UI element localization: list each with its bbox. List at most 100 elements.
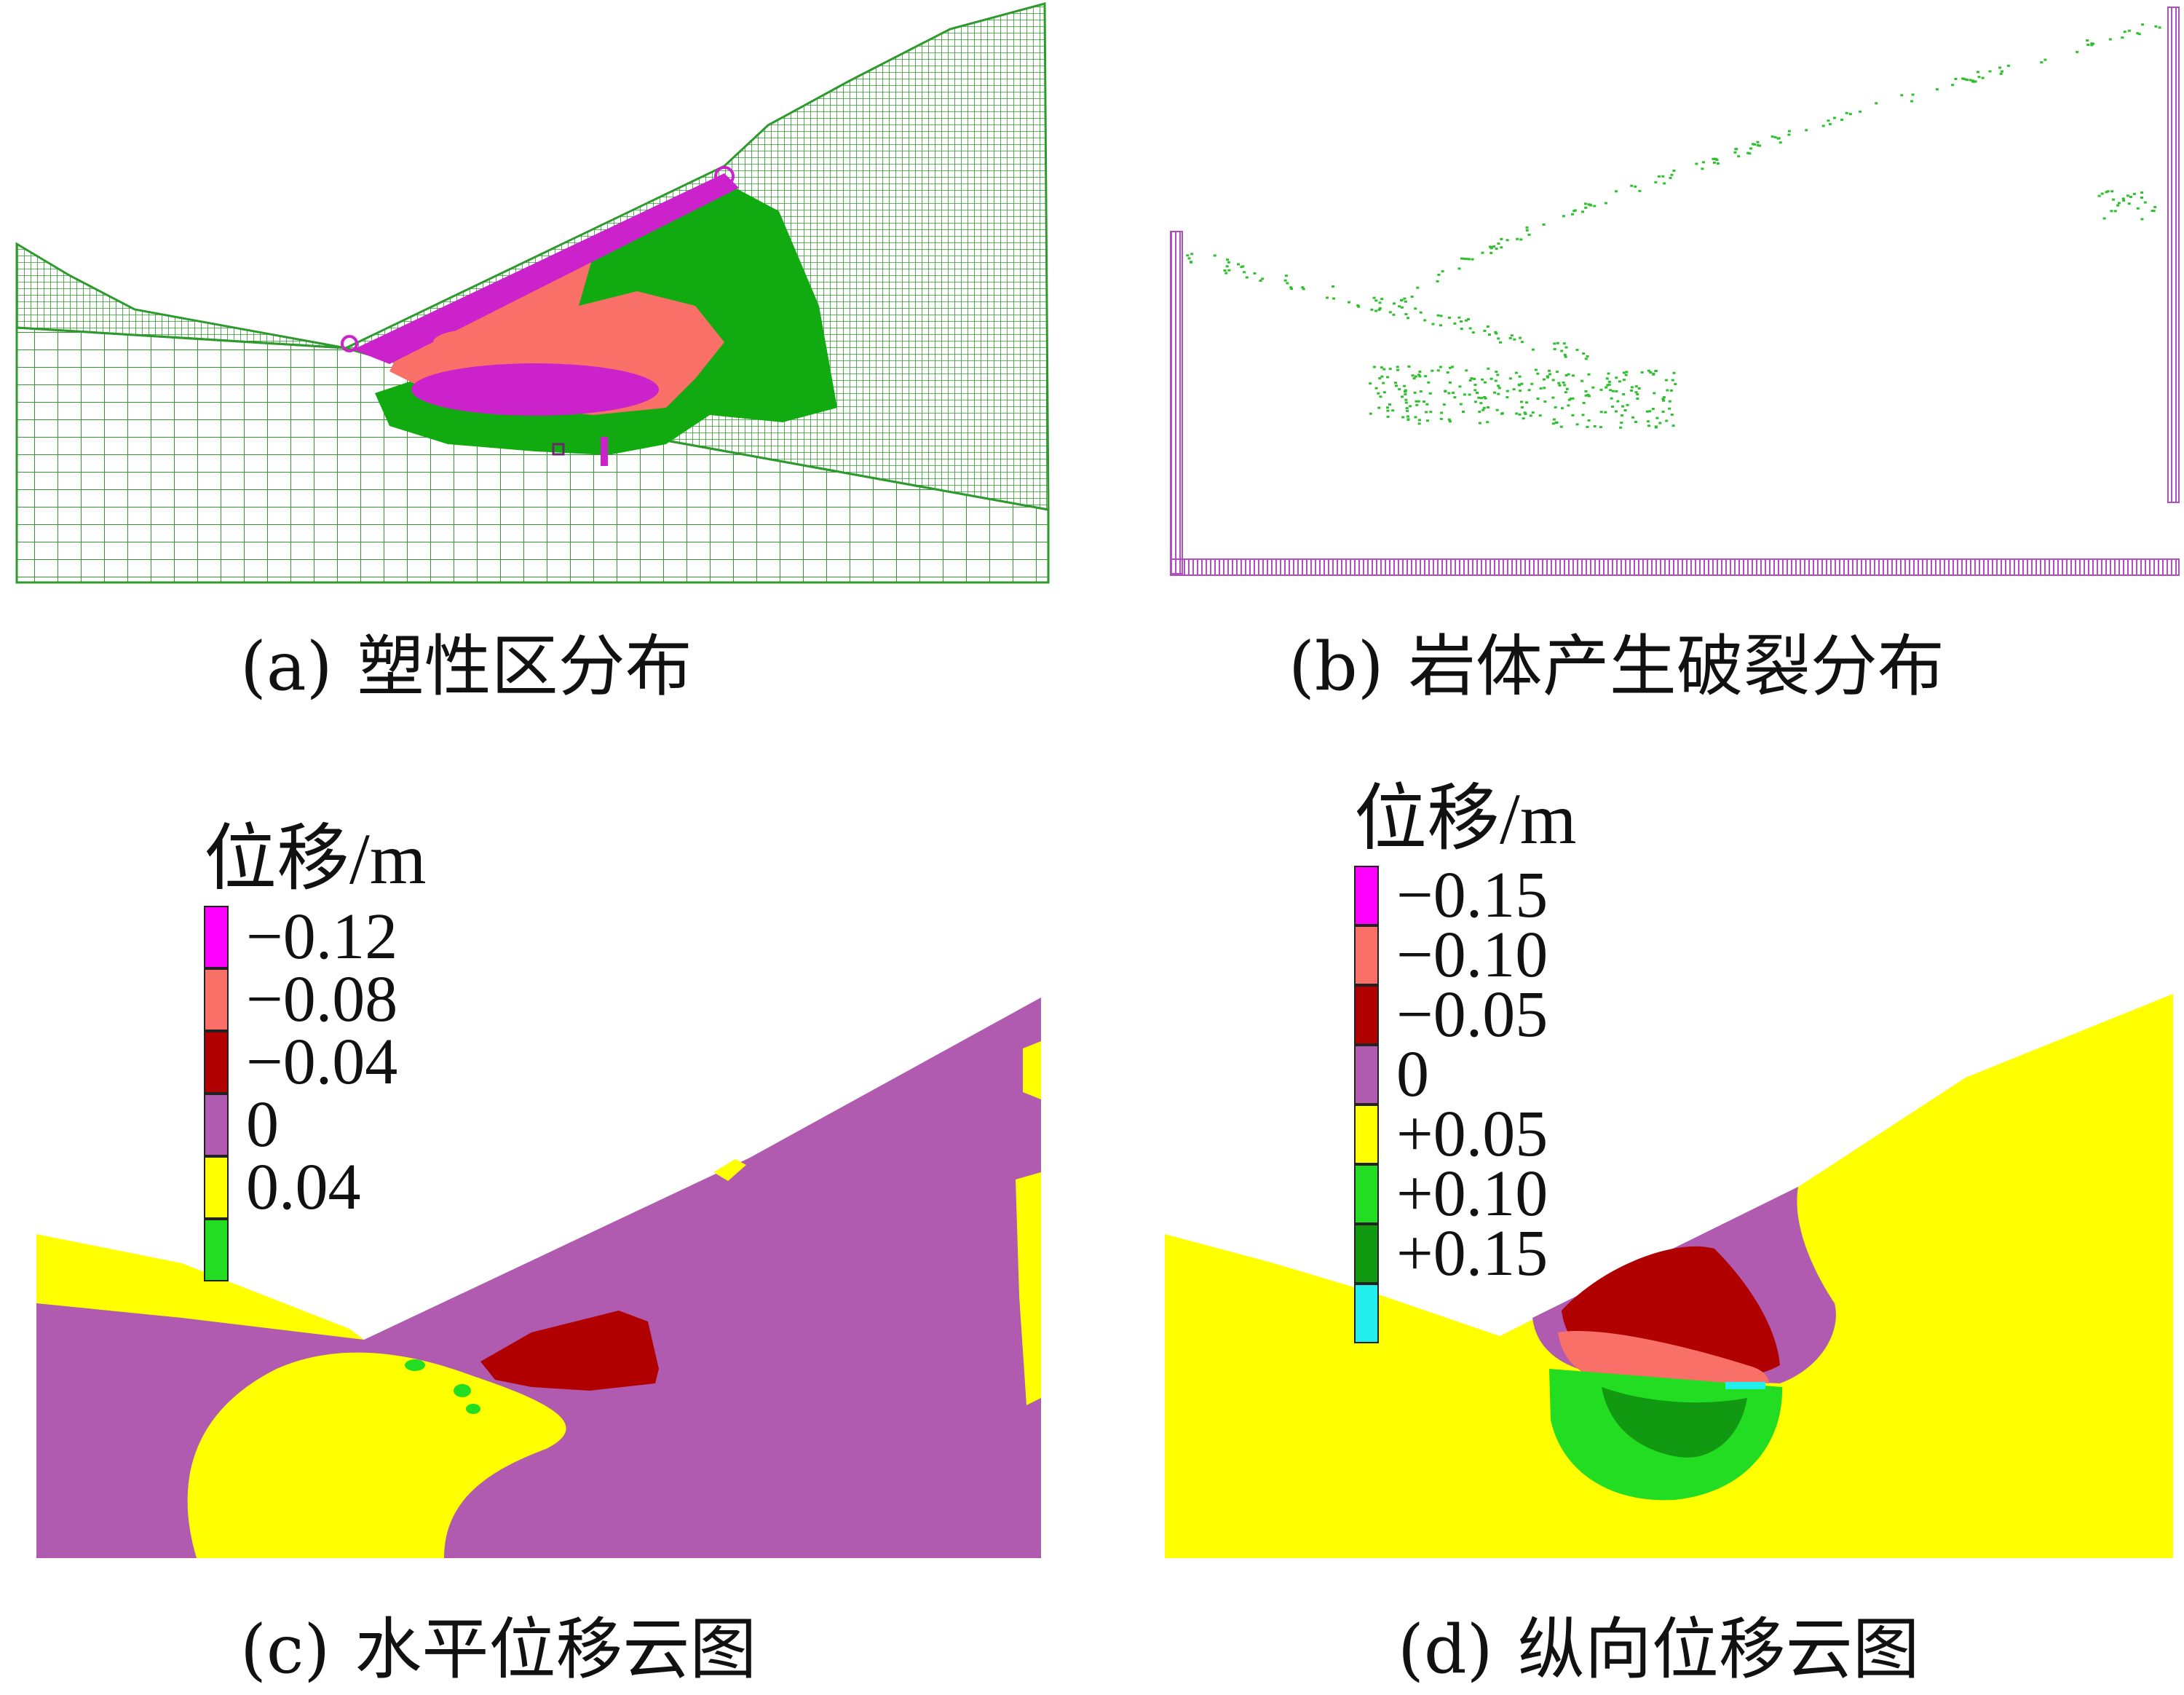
fracture-point bbox=[1448, 381, 1452, 384]
fracture-point bbox=[1488, 333, 1491, 336]
fracture-point bbox=[1516, 237, 1519, 240]
fracture-point bbox=[1500, 412, 1504, 415]
fracture-point bbox=[1470, 377, 1473, 380]
fracture-point bbox=[1599, 388, 1603, 391]
fracture-point bbox=[1634, 421, 1637, 423]
fracture-point bbox=[1563, 384, 1567, 387]
fracture-point bbox=[1615, 376, 1618, 379]
panel-a-plastic-zone bbox=[11, 0, 1059, 597]
fracture-point bbox=[1426, 419, 1429, 422]
fracture-point bbox=[1518, 413, 1522, 416]
fracture-point bbox=[2108, 38, 2112, 41]
fracture-point bbox=[1606, 384, 1610, 387]
fracture-point bbox=[1518, 375, 1522, 378]
fracture-point bbox=[1404, 300, 1407, 303]
fracture-point bbox=[1423, 400, 1425, 403]
fracture-point bbox=[1449, 366, 1452, 369]
fracture-point bbox=[1610, 397, 1613, 400]
fracture-point bbox=[1414, 307, 1417, 310]
fracture-point bbox=[1290, 288, 1294, 291]
fracture-point bbox=[1419, 390, 1423, 393]
fracture-point bbox=[1332, 285, 1335, 288]
panel-c-horizontal-displacement bbox=[36, 990, 1056, 1573]
fracture-point bbox=[2106, 190, 2110, 193]
fracture-point bbox=[2127, 29, 2131, 32]
fracture-point bbox=[1388, 403, 1391, 406]
fracture-point bbox=[1712, 161, 1716, 164]
fracture-point bbox=[1519, 238, 1523, 241]
fracture-point bbox=[1497, 337, 1500, 340]
fracture-point bbox=[1910, 100, 1914, 103]
legend-item: 0 bbox=[1354, 1042, 1577, 1107]
fracture-point bbox=[1670, 414, 1674, 416]
fracture-point bbox=[2090, 44, 2094, 47]
fracture-point bbox=[2121, 36, 2124, 39]
fracture-point bbox=[1787, 133, 1791, 136]
fracture-point bbox=[1551, 379, 1555, 382]
fracture-point bbox=[1630, 390, 1634, 392]
fracture-point bbox=[2137, 33, 2141, 36]
legend-d: 位移/m −0.15 −0.10 −0.05 0 +0.05 +0.10 +0.15 bbox=[1354, 783, 1577, 1343]
fracture-point bbox=[1427, 381, 1431, 384]
fracture-point bbox=[1586, 393, 1590, 396]
fracture-point bbox=[1401, 416, 1405, 419]
fracture-point bbox=[2141, 23, 2145, 26]
fracture-point bbox=[1911, 93, 1915, 96]
fracture-point bbox=[1951, 84, 1955, 87]
fracture-point bbox=[2112, 198, 2115, 201]
fracture-point bbox=[1398, 305, 1401, 308]
plastic-point-marker bbox=[552, 443, 565, 456]
fracture-point bbox=[1587, 373, 1591, 376]
fracture-point bbox=[1584, 394, 1588, 397]
fracture-point bbox=[1487, 367, 1490, 370]
fracture-point bbox=[1382, 368, 1386, 371]
fracture-point bbox=[1388, 368, 1392, 371]
fracture-point bbox=[1634, 185, 1637, 188]
fracture-point bbox=[1584, 390, 1588, 392]
fracture-point bbox=[1460, 320, 1463, 323]
fracture-point bbox=[1477, 396, 1481, 399]
fracture-point bbox=[1665, 419, 1669, 422]
fracture-point bbox=[1558, 384, 1562, 387]
fracture-point bbox=[1935, 88, 1939, 91]
fracture-point bbox=[1476, 392, 1479, 394]
fracture-point bbox=[2097, 194, 2101, 197]
plastic-zone-magenta-lens bbox=[411, 363, 659, 416]
fracture-point bbox=[1604, 202, 1607, 205]
fracture-point bbox=[1497, 392, 1500, 395]
fracture-point bbox=[1283, 279, 1287, 282]
fracture-point bbox=[1448, 316, 1451, 319]
fracture-point bbox=[1406, 418, 1410, 421]
legend-item bbox=[204, 1219, 427, 1281]
fracture-point bbox=[1999, 72, 2003, 75]
fracture-point bbox=[1546, 375, 1549, 378]
fracture-point bbox=[1649, 371, 1653, 374]
fracture-point bbox=[1520, 400, 1523, 403]
fracture-point bbox=[1425, 411, 1428, 414]
fracture-point bbox=[1463, 257, 1466, 260]
fracture-point bbox=[1404, 389, 1407, 392]
fracture-point bbox=[1372, 366, 1376, 368]
fracture-point bbox=[1651, 408, 1655, 411]
fracture-point bbox=[1622, 379, 1626, 382]
contour-salmon-zone bbox=[1558, 1331, 1769, 1383]
fracture-point bbox=[1506, 239, 1509, 242]
fracture-point bbox=[1429, 411, 1433, 414]
fracture-point bbox=[2121, 197, 2125, 200]
fracture-point bbox=[1661, 398, 1665, 400]
fracture-point bbox=[1386, 406, 1389, 409]
fracture-point bbox=[1671, 379, 1674, 382]
fracture-point bbox=[1486, 325, 1489, 328]
fracture-point bbox=[1241, 265, 1245, 268]
fracture-point bbox=[1406, 415, 1409, 418]
fracture-point bbox=[1615, 190, 1618, 193]
fracture-point bbox=[1737, 155, 1741, 158]
fracture-point bbox=[1572, 210, 1576, 213]
fracture-point bbox=[1620, 414, 1623, 417]
fracture-point bbox=[2092, 42, 2095, 45]
fracture-point bbox=[1525, 229, 1529, 232]
fracture-point bbox=[1225, 265, 1229, 268]
fracture-point bbox=[1805, 129, 1808, 132]
fracture-point bbox=[1449, 420, 1452, 423]
fracture-point bbox=[1386, 376, 1390, 379]
